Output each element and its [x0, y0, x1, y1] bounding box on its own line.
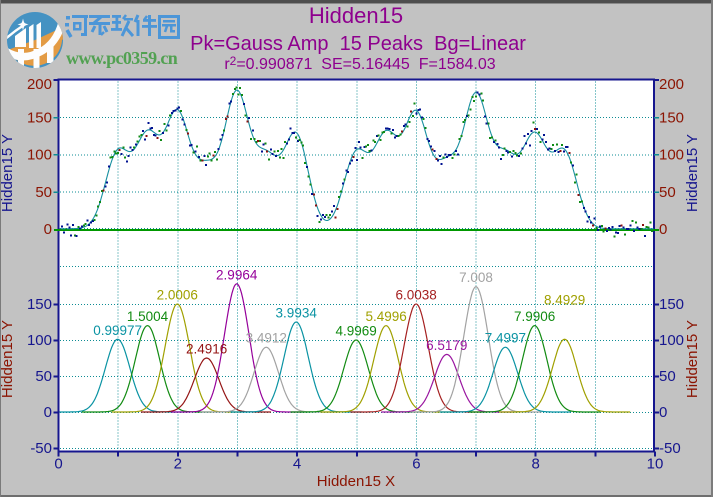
svg-text:0: 0 [54, 456, 62, 473]
svg-text:Hidden15 Y: Hidden15 Y [0, 320, 16, 398]
svg-text:5.4996: 5.4996 [365, 309, 406, 324]
svg-text:r2=0.990871 SE=5.16445 F=158: r2=0.990871 SE=5.16445 F=1584.03 [224, 54, 495, 73]
svg-text:150: 150 [659, 109, 684, 126]
svg-text:100: 100 [27, 147, 52, 164]
svg-text:100: 100 [659, 147, 684, 164]
svg-text:2: 2 [174, 456, 182, 473]
svg-text:50: 50 [659, 184, 676, 201]
svg-text:100: 100 [27, 332, 52, 349]
svg-text:0: 0 [44, 404, 52, 421]
svg-text:50: 50 [659, 368, 676, 385]
svg-text:7.4997: 7.4997 [485, 331, 526, 346]
svg-text:7.9906: 7.9906 [514, 309, 555, 324]
svg-text:Hidden15 Y: Hidden15 Y [0, 134, 16, 212]
svg-text:0.99977: 0.99977 [93, 323, 142, 338]
svg-text:100: 100 [659, 332, 684, 349]
svg-text:Hidden15: Hidden15 [309, 3, 403, 28]
svg-text:Pk=Gauss Amp 15 Peaks Bg=Lin: Pk=Gauss Amp 15 Peaks Bg=Linear [190, 33, 526, 55]
svg-text:50: 50 [35, 184, 52, 201]
svg-text:150: 150 [27, 109, 52, 126]
svg-text:8: 8 [532, 456, 540, 473]
svg-text:0: 0 [659, 404, 667, 421]
svg-text:8.4929: 8.4929 [544, 293, 585, 308]
svg-text:3.9934: 3.9934 [276, 306, 318, 321]
svg-text:2.4916: 2.4916 [186, 342, 227, 357]
svg-text:6: 6 [412, 456, 420, 473]
svg-text:10: 10 [647, 456, 664, 473]
svg-text:2.0006: 2.0006 [157, 288, 198, 303]
svg-text:200: 200 [659, 76, 684, 93]
svg-text:Hidden15 Y: Hidden15 Y [684, 134, 701, 212]
svg-text:0: 0 [44, 221, 52, 238]
svg-text:4.9969: 4.9969 [335, 324, 376, 339]
svg-text:4: 4 [293, 456, 301, 473]
svg-text:-50: -50 [30, 440, 52, 457]
svg-text:200: 200 [27, 76, 52, 93]
svg-text:Hidden15 X: Hidden15 X [317, 473, 395, 490]
svg-text:Hidden15 Y: Hidden15 Y [684, 320, 701, 398]
svg-text:150: 150 [659, 296, 684, 313]
svg-text:0: 0 [659, 221, 667, 238]
svg-text:www.pc0359.cn: www.pc0359.cn [66, 48, 178, 68]
svg-text:2.9964: 2.9964 [216, 267, 258, 282]
svg-text:1.5004: 1.5004 [127, 309, 169, 324]
svg-text:6.0038: 6.0038 [395, 288, 436, 303]
svg-text:150: 150 [27, 296, 52, 313]
svg-text:6.5179: 6.5179 [426, 338, 467, 353]
svg-text:50: 50 [35, 368, 52, 385]
svg-text:7.008: 7.008 [459, 270, 493, 285]
svg-text:3.4912: 3.4912 [246, 331, 287, 346]
svg-text:-50: -50 [659, 440, 681, 457]
